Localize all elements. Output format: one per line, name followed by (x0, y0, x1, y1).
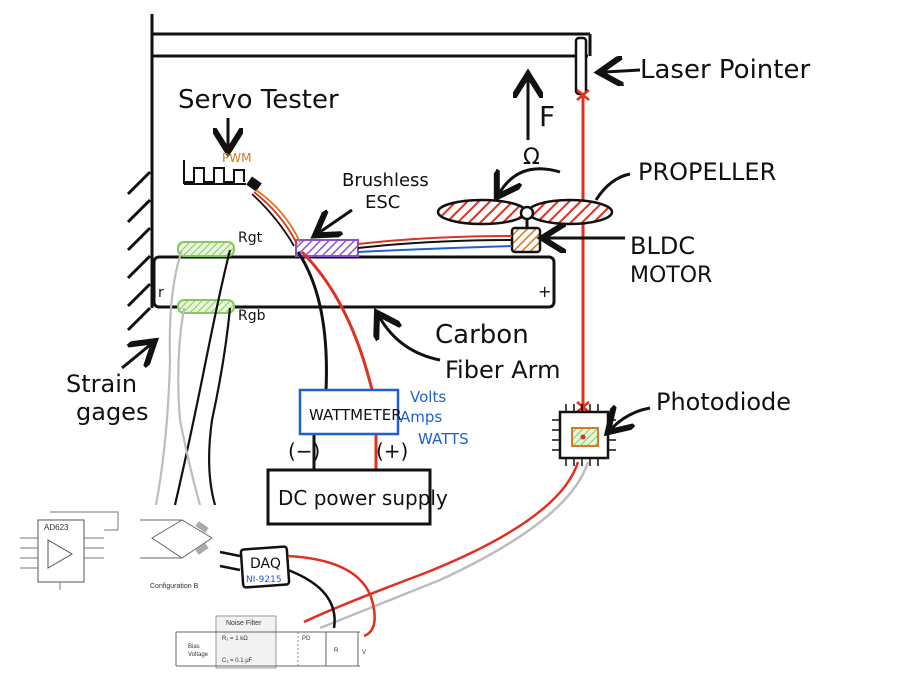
bldc-motor (510, 226, 542, 254)
minus-terminal-label: (−) (288, 439, 320, 463)
watts-label: WATTS (418, 430, 469, 448)
motor-wires (357, 235, 513, 253)
esc-label-1: Brushless (342, 170, 429, 191)
photodiode-label: Photodiode (656, 388, 791, 416)
noise-filter-label: Noise Filter (226, 620, 262, 627)
wattmeter (298, 388, 400, 436)
daq-wires (219, 550, 376, 638)
strain-label-1: Strain (66, 370, 137, 398)
strain-gage-bottom (177, 299, 235, 314)
servo-wires (251, 189, 301, 247)
r1-label: R₁ = 1 kΩ (222, 636, 248, 642)
laser-marks (576, 89, 590, 413)
servo-connector (246, 176, 262, 192)
esc-label-2: ESC (365, 192, 400, 213)
wall-hatching (126, 170, 152, 332)
photodiode-chip (552, 404, 616, 466)
force-label: F (539, 100, 555, 133)
config-label: Configuration B (150, 583, 199, 590)
daq-label: DAQ (250, 556, 281, 572)
propeller-label: PROPELLER (638, 158, 776, 186)
ad623-schematic: AD623 (20, 511, 119, 590)
test-stand-frame (150, 14, 592, 308)
ad623-label: AD623 (44, 523, 69, 532)
c1-label: C₁ = 0.1 μF (222, 658, 253, 664)
rl-label: R (334, 648, 339, 654)
amps-label: Amps (400, 408, 442, 426)
esc-pointer (320, 208, 353, 232)
power-wires (296, 250, 378, 470)
rgb-label: Rgb (238, 308, 266, 324)
photodiode-pointer (612, 408, 651, 428)
strain-gage-wires (154, 249, 232, 506)
pwm-signal-icon (184, 167, 245, 183)
vl-label: V (362, 650, 366, 656)
plus-terminal-label: (+) (376, 439, 408, 463)
bldc-label-2: MOTOR (630, 263, 712, 288)
arm-pointer (380, 318, 441, 362)
pwm-label: PWM (222, 151, 251, 165)
bridge-schematic: Configuration B (140, 519, 213, 590)
propeller-pointer (594, 172, 631, 201)
arm-plus-mark: + (538, 282, 551, 301)
wattmeter-label: WATTMETER (309, 406, 402, 424)
voltage-label: Voltage (188, 652, 209, 658)
dc-power-supply (266, 468, 432, 526)
laser-pointer-label: Laser Pointer (640, 55, 810, 85)
dc-power-supply-label: DC power supply (278, 486, 448, 510)
laser-pointer (574, 36, 588, 96)
bias-label: Bias (188, 644, 200, 650)
carbon-label-2: Fiber Arm (445, 356, 560, 384)
strain-pointer (121, 345, 150, 370)
servo-tester-label: Servo Tester (178, 85, 339, 115)
carbon-label-1: Carbon (435, 320, 529, 350)
arm-minus-mark: r (158, 285, 164, 301)
daq (239, 545, 291, 589)
laser-label-arrow (605, 70, 641, 72)
rotation-arrow (500, 167, 561, 192)
volts-label: Volts (410, 388, 446, 406)
noise-filter-schematic: Noise Filter R₁ = 1 kΩ C₁ = 0.1 μF Bias … (175, 615, 366, 669)
bldc-label-1: BLDC (630, 232, 695, 260)
pd-label: PD (302, 636, 311, 642)
propeller (436, 198, 614, 228)
rgt-label: Rgt (238, 230, 263, 246)
omega-label: Ω (523, 145, 540, 170)
photodiode-wires (303, 461, 590, 630)
strain-label-2: gages (76, 398, 148, 426)
strain-gage-top (177, 241, 235, 257)
ni-label: NI-9215 (246, 575, 282, 585)
